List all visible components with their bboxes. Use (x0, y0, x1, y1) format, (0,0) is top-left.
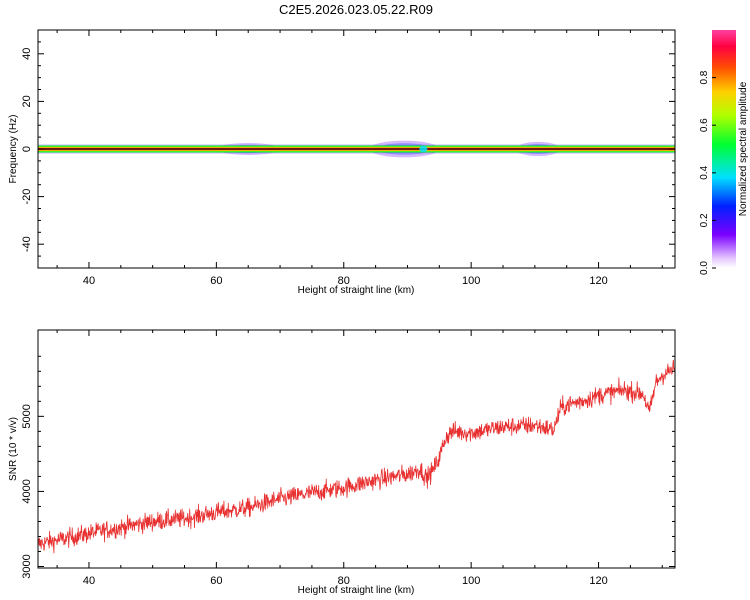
snr-x-tick-label: 40 (83, 575, 95, 587)
snr-y-tick-label: 3000 (21, 554, 33, 578)
colorbar-gradient (712, 30, 736, 268)
spectrogram-panel: 40 60 80 100 120 -40 -20 0 20 40 Height of straig… (8, 29, 676, 296)
colorbar-tick-label: 0.8 (699, 70, 710, 84)
snr-y-axis-title: SNR (10 * v/v) (8, 417, 19, 481)
snr-x-tick-label: 80 (338, 575, 350, 587)
colorbar-tick-label: 0.6 (699, 118, 710, 132)
spectrogram-x-tick-label: 60 (210, 275, 222, 287)
colorbar-tick-label: 0.2 (699, 213, 710, 227)
spectrogram-x-tick-label: 100 (462, 275, 480, 287)
spectrogram-y-tick-label: -40 (21, 236, 33, 252)
spectrogram-x-axis-title: Height of straight line (km) (298, 285, 415, 296)
snr-frame (37, 329, 676, 569)
spectrogram-data (38, 140, 675, 158)
snr-x-tick-label: 100 (462, 575, 480, 587)
spectrogram-x-tick-label: 120 (589, 275, 607, 287)
spectrogram-y-tick-label: -20 (21, 189, 33, 205)
spectrogram-x-tick-label: 80 (338, 275, 350, 287)
snr-ticks: 40 60 80 100 120 3000 4000 5000 (21, 330, 675, 587)
spectrogram-y-axis-title: Frequency (Hz) (8, 115, 19, 184)
snr-x-axis-title: Height of straight line (km) (298, 585, 415, 596)
spectrogram-ticks: 40 60 80 100 120 -40 -20 0 20 40 (21, 29, 675, 287)
spectrogram-y-tick-label: 40 (21, 48, 33, 60)
snr-panel: 40 60 80 100 120 3000 4000 5000 Height of strai… (8, 329, 676, 596)
colorbar-tick-label: 0.4 (699, 165, 710, 179)
snr-y-tick-label: 4000 (21, 479, 33, 503)
colorbar-tick-label: 0.0 (699, 261, 710, 275)
chart-title: C2E5.2026.023.05.22.R09 (279, 2, 433, 17)
snr-y-tick-label: 5000 (21, 404, 33, 428)
snr-x-tick-label: 120 (589, 575, 607, 587)
spectrogram-y-tick-label: 0 (21, 146, 33, 152)
snr-series-line (38, 359, 675, 554)
spectrogram-y-tick-label: 20 (21, 95, 33, 107)
spectrogram-x-tick-label: 40 (83, 275, 95, 287)
spectrogram-hot-spot (419, 145, 428, 153)
snr-x-tick-label: 60 (210, 575, 222, 587)
colorbar-ticks: 0.0 0.2 0.4 0.6 0.8 (699, 70, 716, 275)
colorbar: 0.0 0.2 0.4 0.6 0.8 Normalized spectral ampl… (699, 30, 749, 275)
colorbar-title: Normalized spectral amplitude (738, 81, 749, 216)
